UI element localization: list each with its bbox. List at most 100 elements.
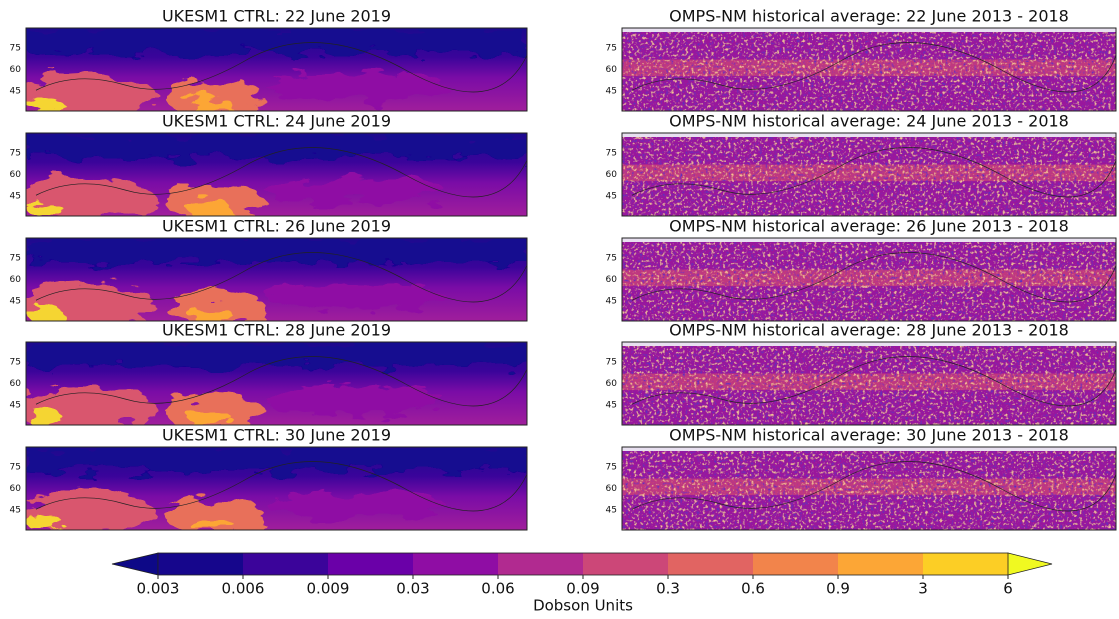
colorbar-tick-label: 0.006 [222, 580, 265, 598]
map-panel: OMPS-NM historical average: 26 June 2013… [606, 217, 1117, 322]
map-field [622, 238, 1116, 321]
field-noise [622, 238, 1116, 321]
y-tick-label: 75 [606, 463, 617, 473]
y-tick-label: 45 [10, 192, 21, 202]
colorbar-segment [583, 553, 669, 575]
panel-title: UKESM1 CTRL: 28 June 2019 [162, 321, 391, 340]
map-frame [25, 237, 528, 322]
upper-band [26, 133, 527, 158]
coastline [35, 42, 527, 93]
colorbar-segment [158, 553, 244, 575]
field-band [622, 373, 1116, 391]
map-field [26, 28, 527, 111]
blob [28, 97, 64, 111]
map-frame [25, 27, 528, 112]
coastline [35, 356, 527, 407]
y-tick-label: 75 [606, 358, 617, 368]
map-panel: OMPS-NM historical average: 28 June 2013… [606, 321, 1117, 426]
colorbar-label: Dobson Units [533, 597, 633, 615]
map-field [26, 238, 527, 321]
y-tick-label: 75 [10, 149, 21, 159]
field-band [622, 59, 1116, 77]
panel-title: UKESM1 CTRL: 24 June 2019 [162, 112, 391, 131]
map-field [26, 133, 527, 216]
map-panel: UKESM1 CTRL: 28 June 2019 75 60 45 [10, 321, 528, 426]
top-strip [622, 28, 1116, 32]
top-strip [622, 342, 1116, 346]
field-band [622, 478, 1116, 496]
colorbar-segment [498, 553, 584, 575]
upper-band [26, 28, 527, 53]
blob [28, 411, 64, 425]
field-blobs [26, 28, 527, 111]
colorbar-tick-label: 0.06 [481, 580, 514, 598]
y-tick-label: 75 [10, 463, 21, 473]
y-tick-label: 45 [10, 297, 21, 307]
map-field [26, 342, 527, 425]
panel-title: OMPS-NM historical average: 28 June 2013… [669, 321, 1069, 340]
blob [189, 516, 233, 530]
map-panel: OMPS-NM historical average: 22 June 2013… [606, 7, 1117, 112]
blob [266, 177, 446, 206]
map-frame [25, 341, 528, 426]
colorbar-tick-label: 0.03 [396, 580, 429, 598]
map-frame [621, 237, 1117, 322]
colorbar-tick-label: 0.6 [741, 580, 765, 598]
colorbar-segment [413, 553, 499, 575]
colorbar-tick-label: 0.09 [566, 580, 599, 598]
coastline [35, 147, 527, 198]
upper-band [26, 342, 527, 367]
blob [28, 516, 64, 530]
y-tick-label: 60 [606, 170, 618, 180]
map-field [622, 28, 1116, 111]
map-field [26, 447, 527, 530]
y-tick-label: 60 [10, 484, 22, 494]
colorbar-segment [753, 553, 839, 575]
colorbar-tick-label: 6 [1003, 580, 1013, 598]
y-tick-label: 75 [606, 149, 617, 159]
blob [266, 282, 446, 311]
field-band [622, 164, 1116, 182]
coastline [631, 356, 1116, 407]
map-frame [621, 341, 1117, 426]
coastline [35, 252, 527, 303]
panel-title: OMPS-NM historical average: 24 June 2013… [669, 112, 1069, 131]
y-tick-label: 75 [10, 44, 21, 54]
coastline [631, 42, 1116, 93]
blob [189, 307, 233, 321]
map-panel: UKESM1 CTRL: 30 June 2019 75 60 45 [10, 426, 528, 531]
colorbar-segment [328, 553, 414, 575]
y-tick-label: 45 [10, 87, 21, 97]
panel-title: UKESM1 CTRL: 22 June 2019 [162, 7, 391, 26]
coastline [631, 461, 1116, 512]
map-panel: UKESM1 CTRL: 26 June 2019 75 60 45 [10, 217, 528, 322]
colorbar-tick-label: 0.9 [826, 580, 850, 598]
y-tick-label: 60 [606, 275, 618, 285]
top-strip [622, 447, 1116, 451]
y-tick-label: 60 [606, 379, 618, 389]
colorbar-segment [923, 553, 1009, 575]
map-frame [25, 132, 528, 217]
field-noise [622, 447, 1116, 530]
colorbar-tick-label: 0.003 [137, 580, 180, 598]
field-blobs [26, 133, 527, 216]
blob [266, 386, 446, 415]
y-tick-label: 60 [606, 65, 618, 75]
y-tick-label: 75 [10, 358, 21, 368]
blob [266, 491, 446, 520]
map-frame [621, 446, 1117, 531]
colorbar-over [1007, 552, 1053, 576]
field-band [622, 269, 1116, 287]
y-tick-label: 45 [10, 401, 21, 411]
colorbar-tick-label: 3 [918, 580, 928, 598]
upper-band [26, 238, 527, 263]
blob [28, 307, 64, 321]
panel-title: OMPS-NM historical average: 30 June 2013… [669, 426, 1069, 445]
upper-band [26, 447, 527, 472]
blob [189, 202, 233, 216]
coastline [631, 147, 1116, 198]
field-noise [622, 133, 1116, 216]
y-tick-label: 60 [10, 170, 22, 180]
map-frame [25, 446, 528, 531]
colorbar-tick-label: 0.3 [656, 580, 680, 598]
